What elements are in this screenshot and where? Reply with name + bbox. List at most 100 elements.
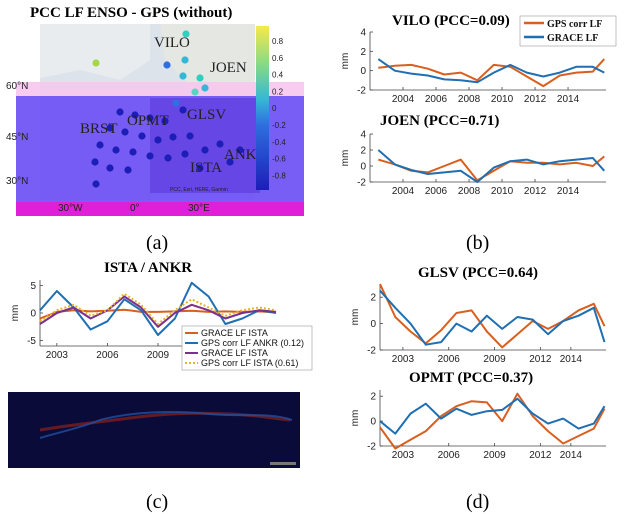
x-tick-label: 2014 bbox=[557, 94, 580, 105]
station-dot bbox=[169, 133, 177, 141]
colorbar-tick-label: 0.6 bbox=[272, 54, 284, 63]
station-dot bbox=[172, 99, 180, 107]
colorbar-tick-label: -0.4 bbox=[272, 138, 286, 147]
station-label-brst: BRST bbox=[80, 121, 118, 137]
legend-label-grace: GRACE LF bbox=[547, 33, 598, 44]
y-tick-label: -2 bbox=[367, 442, 376, 453]
x-tick-label: 2009 bbox=[147, 350, 170, 361]
x-tick-label: 2004 bbox=[392, 94, 415, 105]
station-dot bbox=[164, 154, 172, 162]
y-axis-label: mm bbox=[10, 305, 21, 322]
legend-label-c2: GPS corr LF ANKR (0.12) bbox=[201, 338, 304, 348]
station-dot bbox=[96, 141, 104, 149]
map-overlay-bottom bbox=[16, 202, 304, 216]
station-dot bbox=[146, 152, 154, 160]
colorbar-tick-label: 0.8 bbox=[272, 37, 284, 46]
station-label-ista: ISTA bbox=[190, 160, 222, 176]
y-tick-label: 2 bbox=[370, 293, 376, 304]
station-dot bbox=[129, 148, 137, 156]
chart-title-opmt: OPMT (PCC=0.37) bbox=[409, 370, 533, 386]
station-label-joen: JOEN bbox=[210, 60, 247, 76]
x-tick-label: 2006 bbox=[425, 186, 448, 197]
plot-vilo: 4 2 0 -2 2004 2006 2008 2010 2012 2014 mm bbox=[340, 28, 606, 105]
x-tick-label: 2012 bbox=[524, 94, 547, 105]
overlay-trace-blue bbox=[39, 411, 293, 439]
y-tick-label: 0 bbox=[360, 66, 366, 77]
y-tick-label: -5 bbox=[27, 336, 36, 347]
x-tick-label: 2003 bbox=[392, 450, 415, 461]
colorbar-tick-label: -0.6 bbox=[272, 155, 286, 164]
lon-label-30w: 30°W bbox=[58, 203, 83, 214]
station-label-vilo: VILO bbox=[154, 35, 190, 51]
plot-glsv: 2 0 -2 2003 2006 2009 2012 2014 mm bbox=[350, 283, 606, 365]
station-label-ankr: ANKR bbox=[224, 147, 267, 163]
station-dot bbox=[186, 132, 194, 140]
y-axis-label: mm bbox=[350, 410, 361, 427]
panel-label-b: (b) bbox=[466, 232, 489, 254]
lon-label-30e: 30°E bbox=[188, 203, 210, 214]
panel-label-a: (a) bbox=[146, 232, 168, 254]
panel-label-d: (d) bbox=[466, 491, 489, 513]
station-dot bbox=[182, 30, 190, 38]
station-dot bbox=[181, 150, 189, 158]
chart-title-vilo: VILO (PCC=0.09) bbox=[392, 13, 510, 29]
station-dot bbox=[92, 180, 100, 188]
station-dot bbox=[236, 146, 244, 154]
station-dot bbox=[191, 88, 199, 96]
colorbar-tick-label: -0.2 bbox=[272, 121, 286, 130]
y-tick-label: 4 bbox=[360, 28, 366, 39]
colorbar-ticks: 0.8 0.6 0.4 0.2 0 -0.2 -0.4 -0.6 -0.8 bbox=[272, 37, 286, 180]
series-line bbox=[39, 292, 277, 325]
station-dot bbox=[179, 72, 187, 80]
y-tick-label: 0 bbox=[360, 162, 366, 173]
y-tick-label: 0 bbox=[30, 309, 36, 320]
station-dot bbox=[216, 140, 224, 148]
station-dot bbox=[106, 164, 114, 172]
x-tick-label: 2012 bbox=[524, 186, 547, 197]
station-dot bbox=[161, 117, 169, 125]
y-axis-label: mm bbox=[350, 309, 361, 326]
y-tick-label: 0 bbox=[370, 417, 376, 428]
series-line bbox=[377, 58, 605, 84]
station-dot bbox=[131, 111, 139, 119]
x-tick-label: 2014 bbox=[560, 354, 583, 365]
colorbar bbox=[256, 26, 269, 190]
map-overlay-inner bbox=[150, 98, 260, 193]
y-axis-label: mm bbox=[340, 53, 351, 70]
station-dot bbox=[92, 59, 100, 67]
station-dot bbox=[196, 164, 204, 172]
station-dot bbox=[138, 132, 146, 140]
x-tick-label: 2014 bbox=[557, 186, 580, 197]
station-dot bbox=[116, 108, 124, 116]
x-tick-label: 2008 bbox=[458, 186, 481, 197]
y-tick-label: -2 bbox=[357, 178, 366, 189]
y-tick-label: 2 bbox=[360, 146, 366, 157]
station-dot bbox=[201, 84, 209, 92]
station-dots bbox=[91, 30, 244, 188]
station-label-opmt: OPMT bbox=[127, 113, 169, 129]
y-tick-label: -2 bbox=[357, 86, 366, 97]
station-dot bbox=[124, 166, 132, 174]
y-tick-label: 4 bbox=[360, 130, 366, 141]
legend-label-gps: GPS corr LF bbox=[547, 19, 602, 30]
station-dot bbox=[163, 61, 171, 69]
station-dot bbox=[201, 146, 209, 154]
x-tick-label: 2004 bbox=[392, 186, 415, 197]
x-tick-label: 2006 bbox=[438, 354, 461, 365]
x-tick-label: 2010 bbox=[491, 186, 514, 197]
y-tick-label: 2 bbox=[370, 392, 376, 403]
y-tick-label: 0 bbox=[370, 319, 376, 330]
lon-label-0: 0° bbox=[130, 203, 140, 214]
x-tick-label: 2012 bbox=[529, 354, 552, 365]
series-line bbox=[39, 295, 277, 328]
panel-label-c: (c) bbox=[146, 491, 168, 513]
legend-b: GPS corr LF GRACE LF bbox=[519, 15, 617, 47]
series-line bbox=[379, 283, 606, 349]
y-axis-label: mm bbox=[340, 150, 351, 167]
x-tick-label: 2003 bbox=[392, 354, 415, 365]
overlay-scrollbar bbox=[270, 462, 296, 465]
x-tick-label: 2009 bbox=[483, 450, 506, 461]
station-dot bbox=[181, 56, 189, 64]
station-label-glsv: GLSV bbox=[187, 107, 226, 123]
